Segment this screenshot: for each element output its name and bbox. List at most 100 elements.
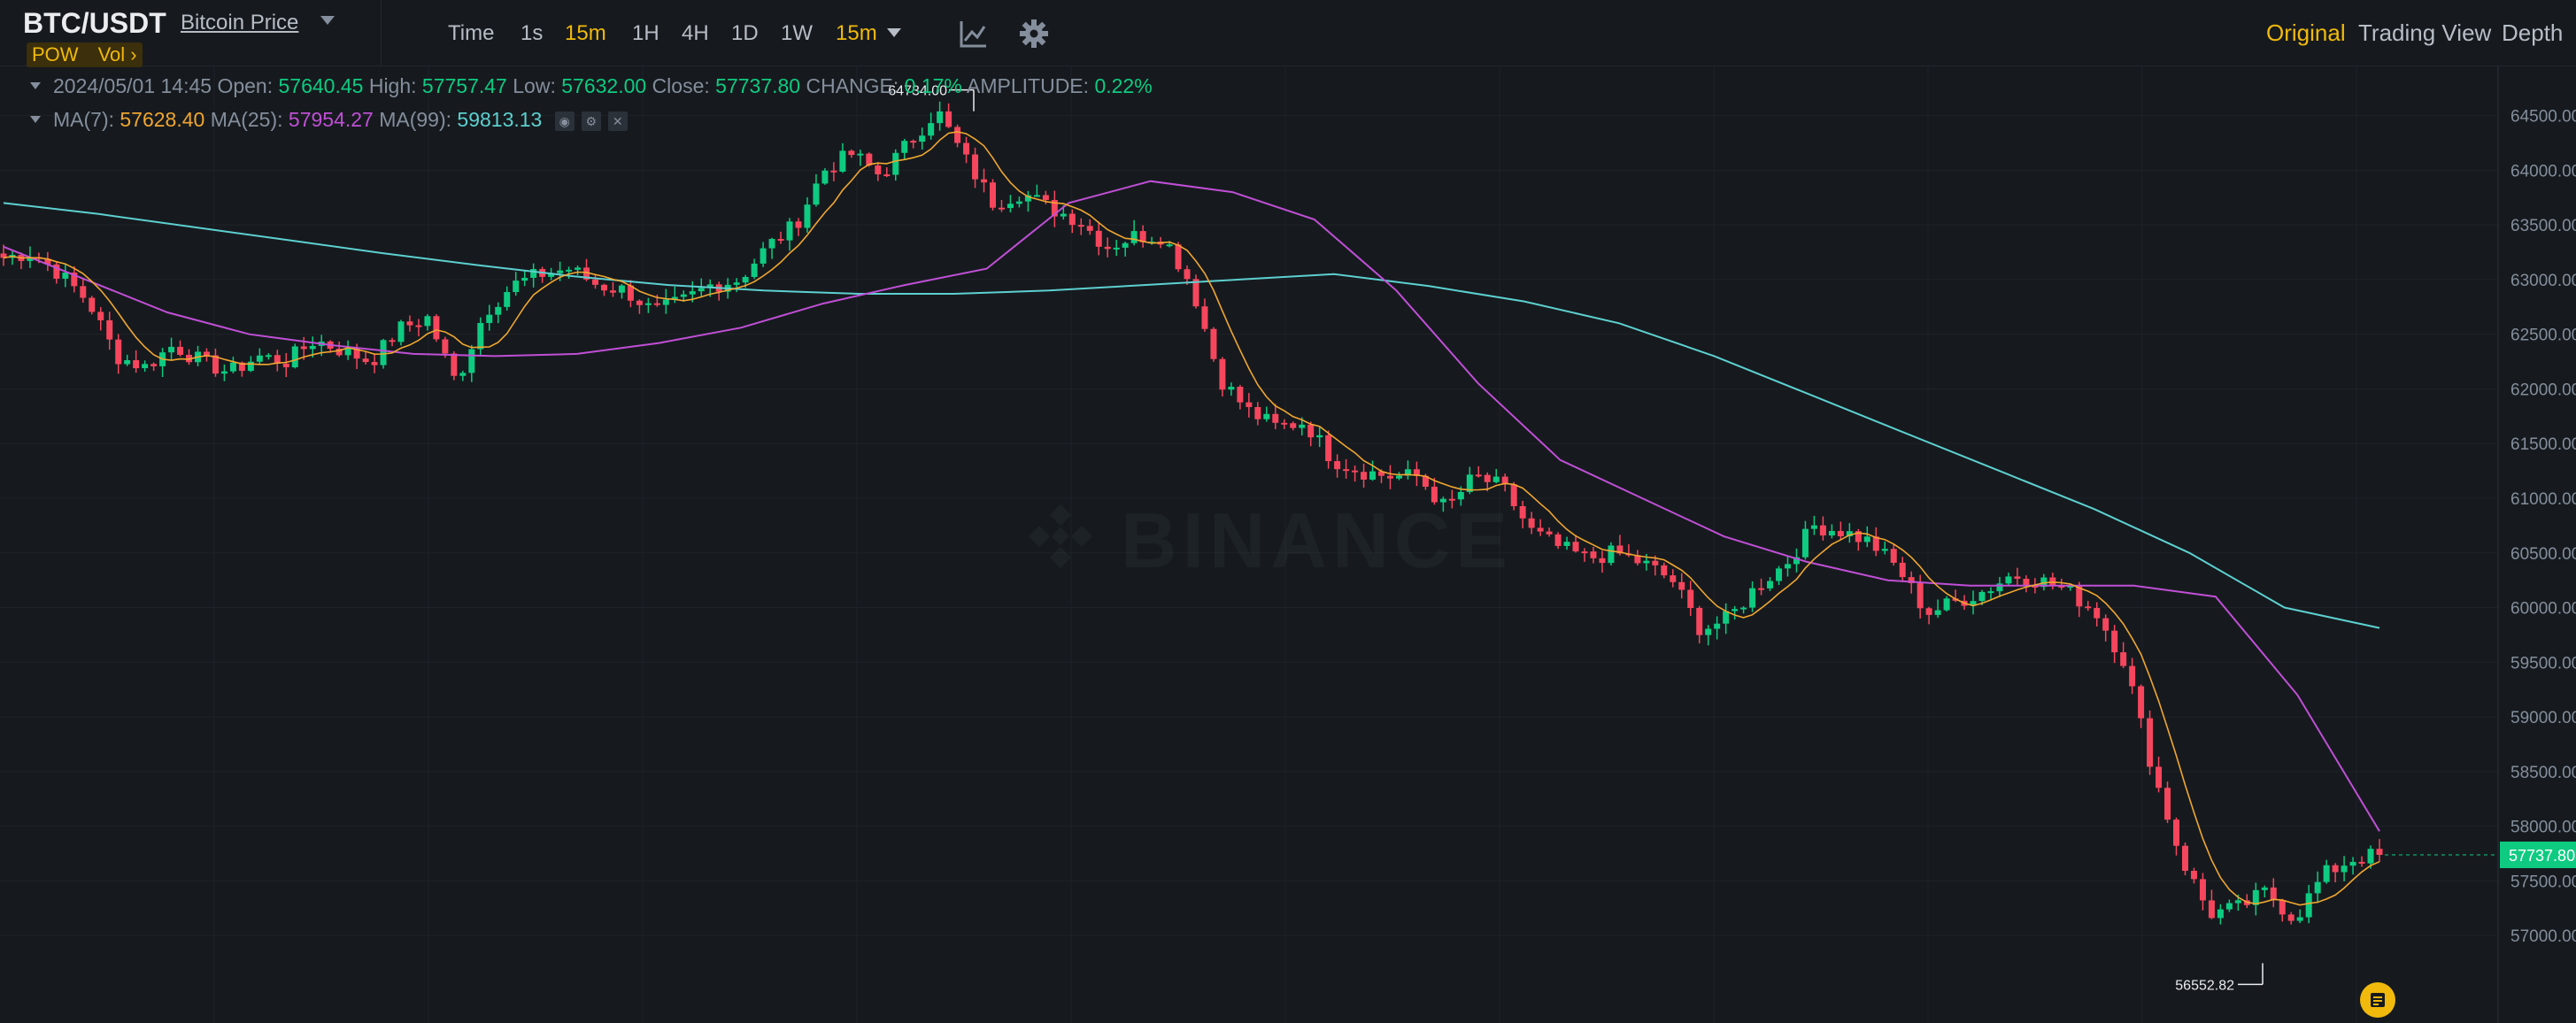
candle-body bbox=[857, 153, 864, 156]
close-icon[interactable]: ✕ bbox=[607, 111, 628, 131]
candle-body bbox=[406, 321, 413, 326]
order-book-button[interactable] bbox=[2360, 982, 2395, 1018]
chevron-down-icon[interactable] bbox=[887, 28, 901, 37]
candle-body bbox=[2279, 900, 2286, 915]
candle-body bbox=[282, 363, 289, 368]
interval-dropdown[interactable]: 15m bbox=[836, 21, 877, 45]
candle-body bbox=[459, 373, 467, 376]
view-original-tab[interactable]: Original bbox=[2266, 19, 2346, 46]
collapse-triangle-icon[interactable] bbox=[30, 82, 41, 90]
candle-body bbox=[548, 273, 555, 277]
candle-body bbox=[653, 303, 660, 305]
candle-body bbox=[238, 362, 245, 372]
candle-body bbox=[1784, 564, 1791, 569]
candle-body bbox=[1237, 387, 1244, 403]
current-price-tag bbox=[2500, 842, 2576, 869]
candle-body bbox=[27, 257, 34, 261]
ma25-value: 57954.27 bbox=[288, 108, 374, 131]
interval-4h[interactable]: 4H bbox=[682, 21, 709, 45]
watermark: BINANCE bbox=[1121, 496, 1513, 584]
candle-body bbox=[203, 351, 210, 356]
candle-body bbox=[1369, 471, 1377, 480]
candle-body bbox=[1113, 247, 1120, 250]
candle-body bbox=[751, 263, 758, 277]
candle-body bbox=[2367, 849, 2374, 864]
candle-body bbox=[1749, 588, 1756, 608]
interval-1s[interactable]: 1s bbox=[521, 21, 544, 45]
interval-1w[interactable]: 1W bbox=[781, 21, 813, 45]
low-label: Low: bbox=[513, 74, 556, 97]
indicator-chart-icon[interactable] bbox=[958, 18, 990, 50]
chevron-down-icon[interactable] bbox=[320, 16, 335, 25]
candle-body bbox=[468, 349, 475, 373]
candle-body bbox=[609, 290, 616, 293]
candle-body bbox=[106, 319, 113, 340]
candle-body bbox=[1696, 608, 1703, 635]
candle-body bbox=[362, 358, 369, 363]
candle-body bbox=[1731, 609, 1739, 611]
symbol-subtitle-link[interactable]: Bitcoin Price bbox=[181, 11, 299, 35]
candle-body bbox=[1881, 549, 1888, 551]
candle-body bbox=[2067, 585, 2074, 588]
candle-body bbox=[309, 345, 316, 350]
view-depth-tab[interactable]: Depth bbox=[2502, 19, 2564, 46]
interval-1d[interactable]: 1D bbox=[731, 21, 759, 45]
candle-body bbox=[618, 285, 625, 293]
candle-body bbox=[1996, 583, 2003, 592]
candle-body bbox=[1908, 577, 1915, 583]
candle-body bbox=[2173, 819, 2180, 846]
candle-body bbox=[2217, 909, 2224, 919]
candle-body bbox=[1290, 423, 1297, 428]
candle-body bbox=[760, 248, 767, 264]
candle-body bbox=[919, 135, 926, 142]
candle-body bbox=[1130, 231, 1138, 243]
candle-body bbox=[1652, 560, 1659, 565]
candle-body bbox=[2023, 579, 2030, 586]
candle-body bbox=[795, 221, 802, 228]
candle-body bbox=[1104, 246, 1111, 250]
interval-1h[interactable]: 1H bbox=[632, 21, 659, 45]
candle-body bbox=[229, 362, 236, 372]
candle-body bbox=[627, 285, 634, 301]
candle-body bbox=[566, 269, 573, 272]
candle-body bbox=[1006, 204, 1014, 209]
candle-body bbox=[2120, 652, 2127, 666]
interval-time[interactable]: Time bbox=[448, 21, 495, 45]
settings-icon[interactable]: ⚙ bbox=[581, 111, 601, 131]
candle-body bbox=[2005, 576, 2012, 584]
candle-body bbox=[954, 127, 961, 143]
vol-badge-link[interactable]: Vol › bbox=[97, 43, 137, 65]
candle-body bbox=[928, 123, 935, 136]
candle-body bbox=[786, 221, 793, 241]
candle-body bbox=[1572, 542, 1579, 552]
candle-body bbox=[1246, 402, 1253, 407]
candle-body bbox=[963, 142, 970, 155]
candle-body bbox=[220, 371, 228, 374]
candle-body bbox=[1307, 424, 1315, 438]
candle-body bbox=[504, 292, 511, 307]
interval-15m[interactable]: 15m bbox=[565, 21, 606, 45]
candle-body bbox=[477, 322, 484, 350]
candle-body bbox=[644, 303, 652, 305]
view-tradingview-tab[interactable]: Trading View bbox=[2358, 19, 2492, 46]
y-tick-label: 63500.00 bbox=[2510, 217, 2576, 235]
collapse-triangle-icon[interactable] bbox=[30, 116, 41, 124]
candle-body bbox=[733, 282, 740, 285]
price-chart[interactable]: 64500.00 64000.00 63500.00 63000.00 62500.00… bbox=[0, 66, 2576, 1023]
candle-body bbox=[1361, 472, 1368, 480]
eye-icon[interactable]: ◉ bbox=[554, 111, 575, 131]
gear-icon[interactable] bbox=[1018, 18, 1050, 50]
candle-body bbox=[1563, 542, 1570, 546]
candle-body bbox=[1033, 195, 1040, 197]
candle-body bbox=[2129, 665, 2136, 687]
candle-body bbox=[53, 264, 60, 279]
candle-body bbox=[1590, 551, 1597, 558]
candle-body bbox=[1068, 213, 1076, 226]
candle-body bbox=[2358, 861, 2365, 864]
candle-body bbox=[2323, 865, 2330, 882]
candle-body bbox=[433, 316, 440, 340]
candle-body bbox=[1263, 413, 1270, 419]
candle-body bbox=[972, 154, 979, 180]
candle-body bbox=[1413, 469, 1420, 476]
candle-body bbox=[1801, 528, 1809, 558]
